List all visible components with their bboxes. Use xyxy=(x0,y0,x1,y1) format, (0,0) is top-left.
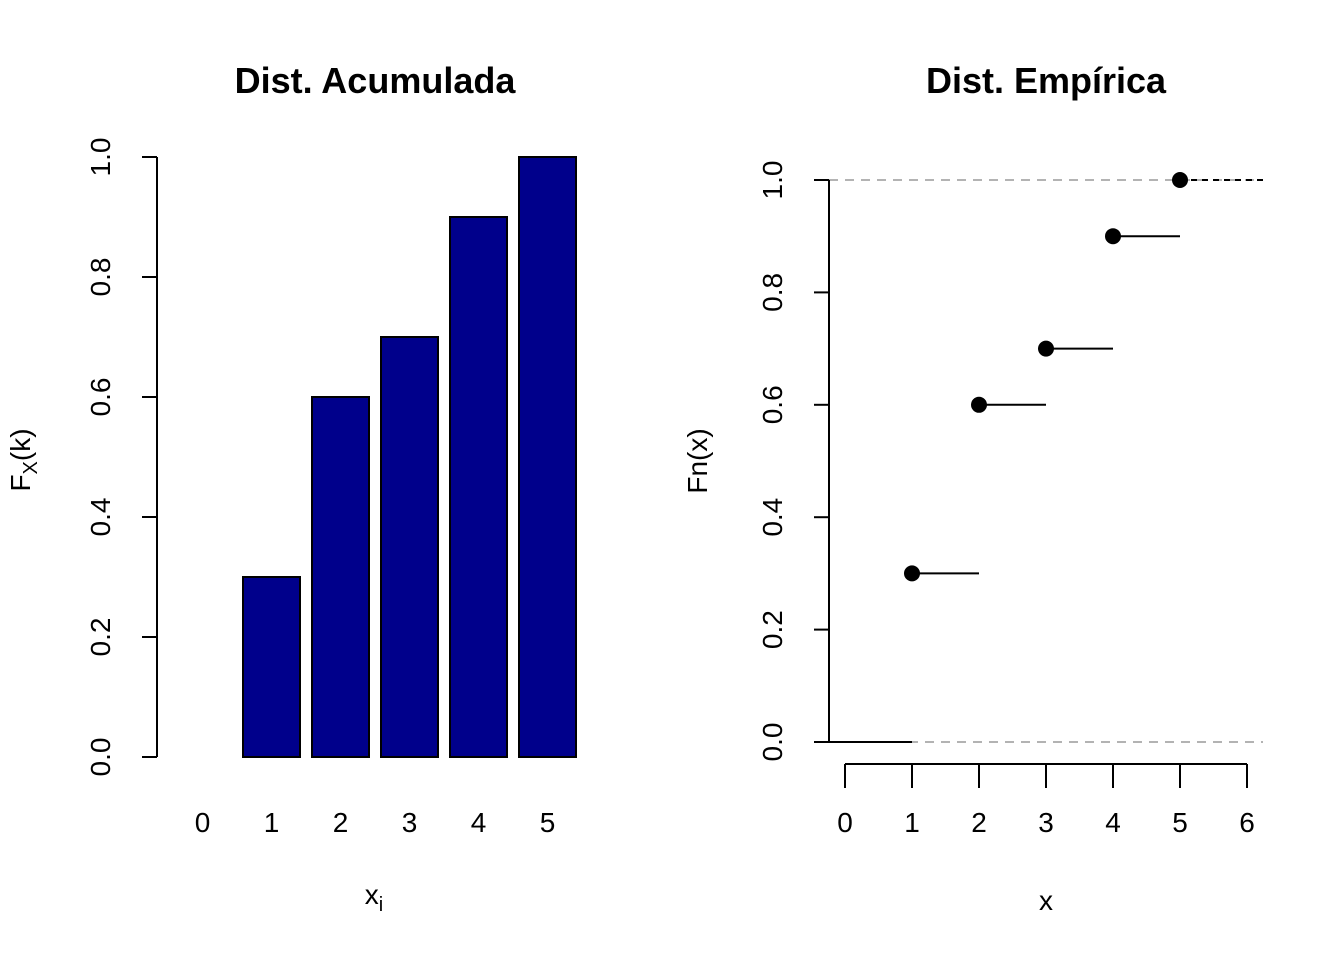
y-tick-label: 1.0 xyxy=(85,138,116,177)
step-point xyxy=(971,396,987,413)
y-tick-label: 0.4 xyxy=(85,498,116,537)
x-tick-label: 6 xyxy=(1239,807,1255,838)
bar xyxy=(449,216,508,758)
x-tick-label: 0 xyxy=(837,807,853,838)
y-axis-label-rest: (k) xyxy=(5,428,36,461)
x-tick-label: 4 xyxy=(471,807,487,838)
y-ticks-cumulative: 0.0 0.2 0.4 0.6 0.8 1.0 xyxy=(85,138,157,777)
y-tick-label: 0.2 xyxy=(757,610,788,649)
step-point xyxy=(1038,340,1054,357)
x-tick-label: 3 xyxy=(1038,807,1054,838)
y-tick-label: 0.8 xyxy=(85,258,116,297)
bars-cumulative xyxy=(242,156,577,758)
x-tick-label: 4 xyxy=(1105,807,1121,838)
cumulative-bar-chart: Dist. Acumulada 0.0 0.2 0.4 0.6 0.8 1.0 0 1 2 3 4… xyxy=(5,60,577,916)
y-tick-label: 0.8 xyxy=(757,273,788,312)
step-series-empirical xyxy=(829,172,1263,743)
y-axis-label-empirical: Fn(x) xyxy=(682,428,713,493)
y-tick-label: 0.2 xyxy=(85,618,116,657)
x-axis-label-sub: i xyxy=(379,894,383,916)
x-tick-label: 3 xyxy=(402,807,418,838)
x-axis-label-cumulative: xi xyxy=(365,879,383,916)
y-tick-label: 0.6 xyxy=(757,385,788,424)
y-tick-label: 0.0 xyxy=(85,738,116,777)
step-point xyxy=(1172,172,1188,188)
x-tick-label: 2 xyxy=(333,807,349,838)
y-tick-label: 0.0 xyxy=(757,723,788,762)
y-axis-label-sub: X xyxy=(20,461,42,474)
step-point xyxy=(904,565,920,582)
bar xyxy=(242,576,301,758)
x-ticks-empirical: 0 1 2 3 4 5 6 xyxy=(837,764,1255,838)
y-axis-label-cumulative: FX(k) xyxy=(5,428,42,491)
bar xyxy=(311,396,370,758)
x-tick-label: 1 xyxy=(904,807,920,838)
reference-lines-empirical xyxy=(829,179,1263,743)
x-tick-label: 2 xyxy=(971,807,987,838)
x-tick-label: 0 xyxy=(195,807,211,838)
y-tick-label: 1.0 xyxy=(757,161,788,200)
bar xyxy=(518,156,577,758)
x-axis-label-base: x xyxy=(365,879,379,910)
bar xyxy=(380,336,439,758)
y-axis-label-base: F xyxy=(5,474,36,491)
x-axis-label-empirical: x xyxy=(1039,885,1053,916)
y-tick-label: 0.4 xyxy=(757,498,788,537)
x-tick-label: 5 xyxy=(540,807,556,838)
x-tick-labels-cumulative: 0 1 2 3 4 5 xyxy=(195,807,556,838)
empirical-step-chart: Dist. Empírica 0.0 0.2 0.4 0.6 0.8 1.0 0 1 2 3 4 5… xyxy=(682,60,1263,916)
y-ticks-empirical: 0.0 0.2 0.4 0.6 0.8 1.0 xyxy=(757,161,829,762)
chart-title-cumulative: Dist. Acumulada xyxy=(235,60,517,101)
x-tick-label: 1 xyxy=(264,807,280,838)
step-point xyxy=(1105,228,1121,245)
chart-title-empirical: Dist. Empírica xyxy=(926,60,1167,101)
y-tick-label: 0.6 xyxy=(85,378,116,417)
x-tick-label: 5 xyxy=(1172,807,1188,838)
